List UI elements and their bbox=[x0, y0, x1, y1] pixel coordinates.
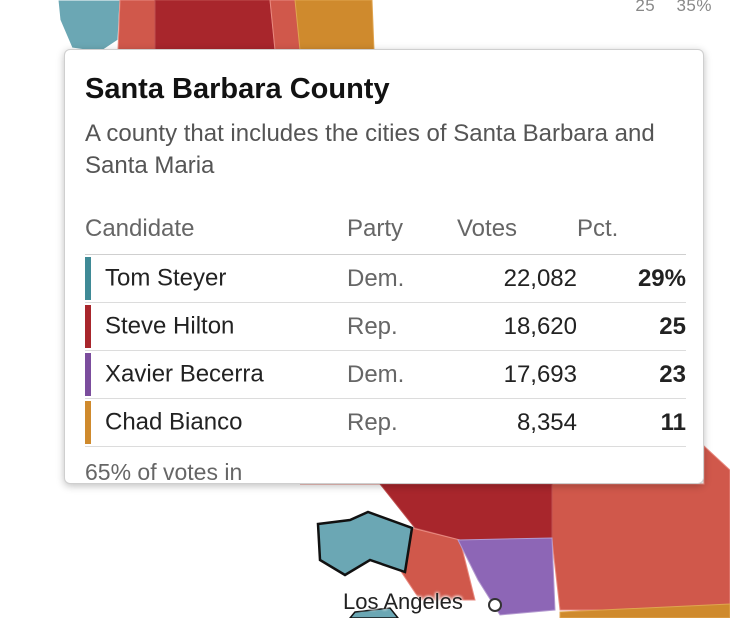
county-tooltip: Santa Barbara County A county that inclu… bbox=[64, 49, 704, 485]
city-label-los-angeles: Los Angeles bbox=[343, 589, 463, 614]
candidate-name: Chad Bianco bbox=[105, 408, 243, 436]
candidate-pct: 29% bbox=[577, 254, 686, 303]
table-row: Chad Bianco Rep. 8,354 11 bbox=[85, 398, 686, 447]
candidate-votes: 22,082 bbox=[457, 254, 577, 303]
results-header-row: Candidate Party Votes Pct. bbox=[85, 204, 686, 255]
legend-ticks: 25 35% bbox=[619, 0, 712, 16]
county-north-bianco[interactable] bbox=[294, 0, 375, 51]
reporting-status: 65% of votes in bbox=[85, 459, 243, 485]
city-marker bbox=[488, 598, 502, 612]
county-north-hilton-light[interactable] bbox=[117, 0, 161, 51]
candidate-party: Rep. bbox=[347, 398, 457, 447]
candidate-party: Rep. bbox=[347, 302, 457, 351]
header-candidate: Candidate bbox=[85, 204, 347, 255]
legend-tick-2: 35% bbox=[676, 0, 712, 15]
tooltip-description: A county that includes the cities of San… bbox=[85, 120, 655, 179]
candidate-color-swatch bbox=[85, 401, 91, 444]
table-row: Tom Steyer Dem. 22,082 29% bbox=[85, 254, 686, 303]
candidate-color-swatch bbox=[85, 305, 91, 348]
candidate-party: Dem. bbox=[347, 254, 457, 303]
candidate-pct: 11 bbox=[577, 398, 686, 447]
county-santa-barbara[interactable] bbox=[316, 510, 414, 577]
county-north-steyer[interactable] bbox=[57, 0, 121, 53]
header-votes: Votes bbox=[457, 204, 577, 255]
table-row: Steve Hilton Rep. 18,620 25 bbox=[85, 302, 686, 351]
candidate-name: Tom Steyer bbox=[105, 264, 227, 292]
header-pct: Pct. bbox=[577, 204, 686, 255]
county-los-angeles[interactable] bbox=[457, 537, 556, 616]
county-south-bianco[interactable] bbox=[559, 603, 730, 618]
candidate-party: Dem. bbox=[347, 350, 457, 399]
candidate-pct: 25 bbox=[577, 302, 686, 351]
candidate-name: Steve Hilton bbox=[105, 312, 235, 340]
candidate-votes: 17,693 bbox=[457, 350, 577, 399]
candidate-color-swatch bbox=[85, 353, 91, 396]
header-party: Party bbox=[347, 204, 457, 255]
tooltip-title: Santa Barbara County bbox=[85, 73, 390, 105]
candidate-name: Xavier Becerra bbox=[105, 360, 264, 388]
table-row: Xavier Becerra Dem. 17,693 23 bbox=[85, 350, 686, 399]
candidate-pct: 23 bbox=[577, 350, 686, 399]
candidate-votes: 18,620 bbox=[457, 302, 577, 351]
results-table: Candidate Party Votes Pct. Tom Steyer De… bbox=[85, 204, 686, 447]
channel-island bbox=[349, 607, 399, 618]
candidate-votes: 8,354 bbox=[457, 398, 577, 447]
county-north-hilton-dark[interactable] bbox=[154, 0, 276, 51]
legend-tick-1: 25 bbox=[635, 0, 656, 15]
candidate-color-swatch bbox=[85, 257, 91, 300]
